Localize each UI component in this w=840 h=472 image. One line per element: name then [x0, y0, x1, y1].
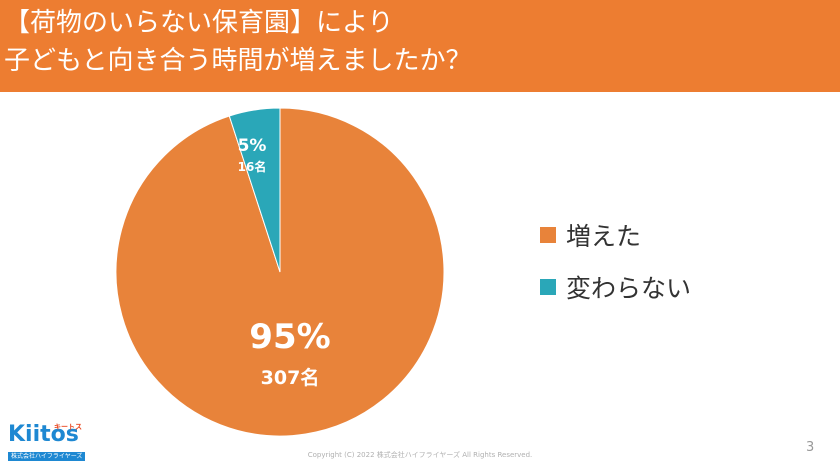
legend-item-unchanged: 変わらない: [540, 272, 692, 303]
kiitos-logo: Kiitos キートス 株式会社ハイフライヤーズ: [8, 422, 88, 468]
slice-count-label-1: 16名: [238, 159, 267, 174]
logo-company-name: 株式会社ハイフライヤーズ: [8, 452, 86, 461]
logo-kana: キートス: [54, 423, 82, 431]
page-number: 3: [806, 440, 815, 455]
title-banner: 【荷物のいらない保育園】により 子どもと向き合う時間が増えましたか？: [0, 0, 840, 92]
slice-percent-label-0: 95%: [249, 317, 330, 357]
title-line-1: 【荷物のいらない保育園】により: [4, 8, 394, 38]
title-line-2: 子どもと向き合う時間が増えましたか？: [4, 46, 472, 76]
legend-label-unchanged: 変わらない: [566, 274, 692, 303]
legend-swatch-unchanged: [540, 279, 556, 295]
copyright-notice: Copyright (C) 2022 株式会社ハイフライヤーズ All Righ…: [307, 451, 533, 459]
pie-slice-1: [228, 107, 281, 273]
legend-item-increased: 増えた: [540, 220, 642, 251]
slice-percent-label-1: 5%: [238, 136, 267, 156]
slice-count-label-0: 307名: [261, 366, 320, 389]
logo-wordmark: Kiitos: [8, 422, 79, 447]
legend-label-increased: 増えた: [566, 222, 642, 251]
legend-swatch-increased: [540, 227, 556, 243]
